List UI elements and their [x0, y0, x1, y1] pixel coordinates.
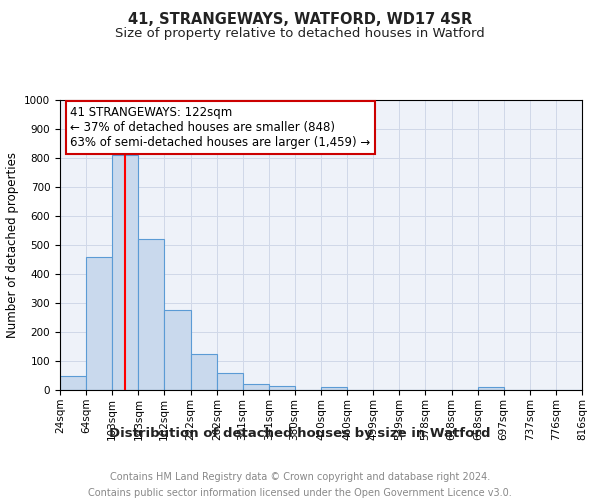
- Bar: [112, 155, 139, 390]
- Bar: [269, 386, 295, 390]
- Bar: [217, 373, 242, 390]
- Bar: [242, 384, 269, 390]
- Bar: [60, 376, 86, 390]
- Text: Contains public sector information licensed under the Open Government Licence v3: Contains public sector information licen…: [88, 488, 512, 498]
- Bar: [139, 239, 164, 390]
- Text: Distribution of detached houses by size in Watford: Distribution of detached houses by size …: [109, 428, 491, 440]
- Text: 41 STRANGEWAYS: 122sqm
← 37% of detached houses are smaller (848)
63% of semi-de: 41 STRANGEWAYS: 122sqm ← 37% of detached…: [70, 106, 371, 149]
- Bar: [478, 387, 503, 390]
- Bar: [191, 354, 217, 390]
- Text: Contains HM Land Registry data © Crown copyright and database right 2024.: Contains HM Land Registry data © Crown c…: [110, 472, 490, 482]
- Y-axis label: Number of detached properties: Number of detached properties: [5, 152, 19, 338]
- Bar: [164, 310, 191, 390]
- Text: 41, STRANGEWAYS, WATFORD, WD17 4SR: 41, STRANGEWAYS, WATFORD, WD17 4SR: [128, 12, 472, 28]
- Bar: [321, 387, 347, 390]
- Text: Size of property relative to detached houses in Watford: Size of property relative to detached ho…: [115, 28, 485, 40]
- Bar: [86, 256, 112, 390]
